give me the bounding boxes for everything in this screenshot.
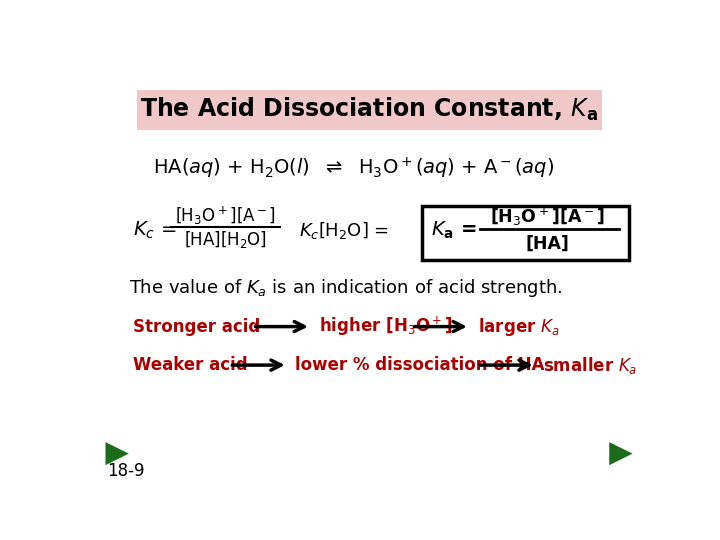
- Polygon shape: [609, 442, 632, 465]
- Text: $\mathit{K}_c$ =: $\mathit{K}_c$ =: [132, 220, 176, 241]
- Text: Stronger acid: Stronger acid: [132, 318, 260, 335]
- Text: [HA][H$_2$O]: [HA][H$_2$O]: [184, 229, 267, 250]
- Text: [H$_3$O$^+$][A$^-$]: [H$_3$O$^+$][A$^-$]: [175, 205, 276, 227]
- Text: The Acid Dissociation Constant, $\mathbf{\mathit{K}}_\mathbf{a}$: The Acid Dissociation Constant, $\mathbf…: [140, 96, 598, 123]
- Text: [HA]: [HA]: [526, 234, 570, 252]
- Text: The value of $\mathit{K}_a$ is an indication of acid strength.: The value of $\mathit{K}_a$ is an indica…: [129, 277, 562, 299]
- Text: $\mathit{K}_\mathbf{a}$ =: $\mathit{K}_\mathbf{a}$ =: [431, 220, 477, 241]
- FancyBboxPatch shape: [137, 90, 601, 130]
- Text: lower % dissociation of HA: lower % dissociation of HA: [295, 356, 545, 374]
- Text: $\mathit{K}_c$[H$_2$O] =: $\mathit{K}_c$[H$_2$O] =: [300, 220, 390, 241]
- Text: 18-9: 18-9: [107, 462, 145, 481]
- Text: larger $\mathit{K}_a$: larger $\mathit{K}_a$: [477, 315, 559, 338]
- Text: Weaker acid: Weaker acid: [132, 356, 247, 374]
- Text: smaller $\mathit{K}_a$: smaller $\mathit{K}_a$: [544, 355, 638, 376]
- Polygon shape: [106, 442, 129, 465]
- Text: [H$_3$O$^+$][A$^-$]: [H$_3$O$^+$][A$^-$]: [490, 205, 605, 228]
- Bar: [422, 206, 629, 260]
- Text: HA($\mathit{aq}$) + H$_2$O($\mathit{l}$)  $\rightleftharpoons$  H$_3$O$^+$($\mat: HA($\mathit{aq}$) + H$_2$O($\mathit{l}$)…: [153, 156, 554, 181]
- Text: higher [H$_3$O$^+$]: higher [H$_3$O$^+$]: [319, 315, 452, 338]
